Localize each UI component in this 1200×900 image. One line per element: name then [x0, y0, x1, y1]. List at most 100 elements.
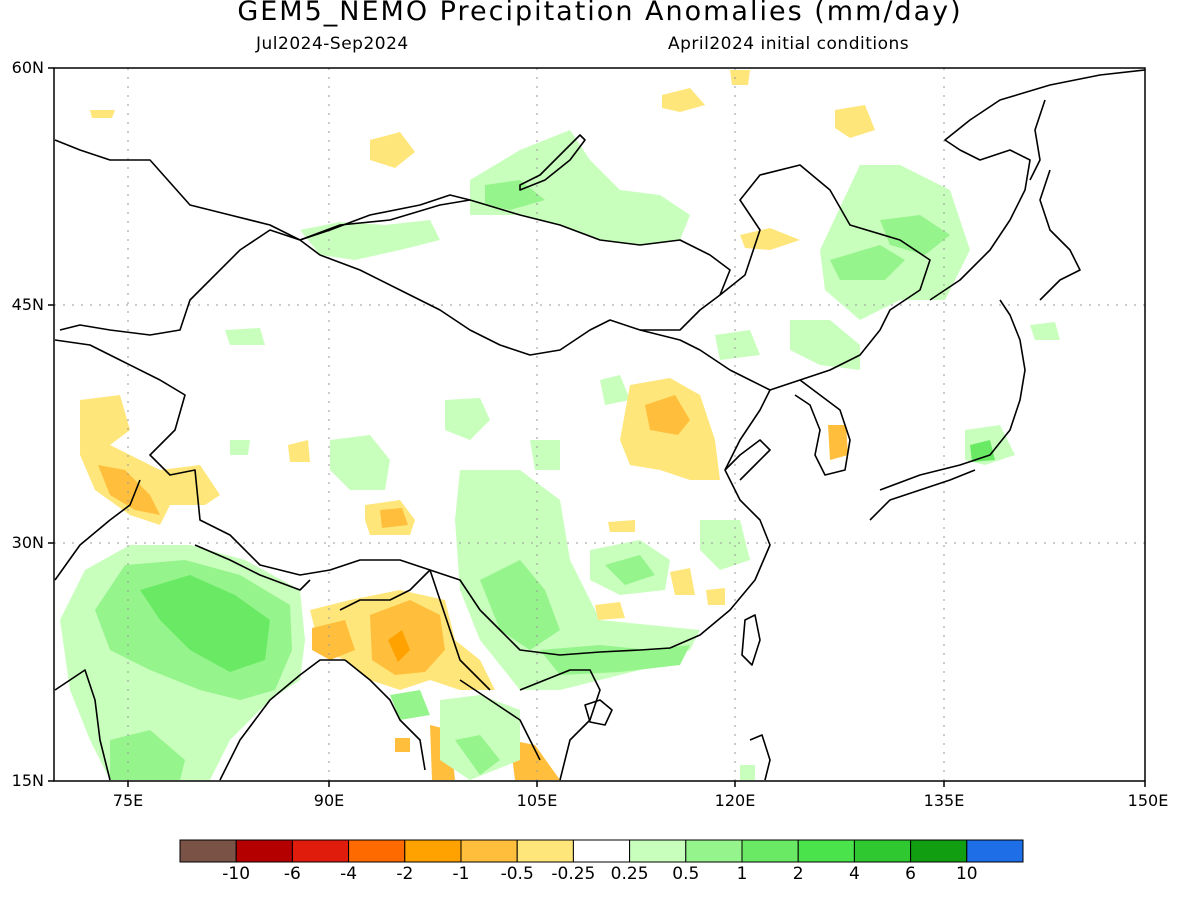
- coastlines-borders: [54, 69, 1145, 781]
- india-coast: [54, 669, 111, 781]
- anomaly-mongolia-west-wet: [300, 220, 440, 260]
- anomaly-siberia-dry-2: [370, 132, 415, 168]
- lat-label-15n: 15N: [11, 771, 44, 790]
- colorbar-label: 1: [736, 864, 748, 884]
- anomaly-qinghai-wet: [445, 398, 490, 440]
- anomaly-north-china-dry-core: [645, 395, 690, 435]
- anomaly-thailand-wet-mid: [455, 735, 500, 775]
- anomaly-dry-small-5: [706, 588, 725, 605]
- colorbar-swatch: [629, 839, 687, 863]
- anomaly-west-wet: [225, 328, 265, 345]
- anomaly-dry-small-3: [670, 568, 695, 595]
- colorbar-swatch: [685, 839, 743, 863]
- anomaly-small-dry: [395, 738, 410, 752]
- anomaly-siberia-dry: [662, 88, 705, 112]
- anomaly-indochina-dry-east: [510, 740, 560, 780]
- colorbar-label: -0.25: [551, 864, 596, 884]
- india-east-coast: [219, 659, 345, 781]
- anomaly-dry-small-4: [595, 602, 625, 620]
- colorbar-swatch: [404, 839, 462, 863]
- anomaly-korea-dry: [828, 425, 848, 460]
- anomaly-se-asia-wet-mid: [480, 560, 560, 650]
- anomaly-bangladesh-dry: [312, 620, 355, 660]
- luzon-coast: [749, 734, 771, 781]
- laos-border: [459, 679, 541, 761]
- shandong-coast: [724, 439, 771, 481]
- hokkaido-coast: [1039, 169, 1081, 301]
- anomaly-myanmar-dry-peak: [388, 630, 410, 662]
- manchuria-border: [719, 164, 931, 391]
- anomaly-liaoning-wet: [790, 320, 860, 370]
- colorbar-swatch: [348, 839, 406, 863]
- colorbar: [179, 839, 1024, 863]
- kazakhstan-border: [54, 139, 301, 241]
- indochina-coast: [519, 669, 601, 781]
- anomaly-india-wet-south: [110, 730, 185, 780]
- anomaly-japan-north-wet: [1030, 322, 1060, 340]
- china-border: [54, 229, 771, 656]
- anomaly-east-china-wet: [700, 520, 750, 570]
- anomaly-hebei-wet: [715, 330, 760, 360]
- colorbar-swatch: [741, 839, 799, 863]
- colorbar-swatch: [460, 839, 518, 863]
- lon-label-90e: 90E: [313, 791, 345, 810]
- anomaly-manchuria-wet-east: [880, 215, 950, 255]
- colorbar-label: 10: [955, 864, 978, 884]
- graticule: [54, 68, 1145, 781]
- russia-north-border: [299, 194, 471, 241]
- anomaly-dry-north-small: [730, 70, 750, 85]
- lake-baikal: [519, 134, 586, 191]
- anomaly-himalaya-dry-core: [98, 465, 160, 515]
- russia-pacific-coast: [929, 69, 1145, 301]
- anomaly-japan-wet-core: [970, 440, 995, 462]
- colorbar-swatch: [572, 839, 631, 863]
- map-title: GEM5_NEMO Precipitation Anomalies (mm/da…: [237, 0, 963, 27]
- lon-label-120e: 120E: [714, 791, 756, 810]
- lat-label-45n: 45N: [11, 295, 44, 314]
- anomaly-tibet-wet: [330, 435, 390, 490]
- anomaly-gansu-wet: [530, 440, 560, 470]
- colorbar-label: -0.5: [500, 864, 534, 884]
- colorbar-label: 0.25: [610, 864, 649, 884]
- mongolia-border: [299, 199, 731, 331]
- anomaly-wet-small-2: [600, 375, 630, 405]
- colorbar-swatch: [910, 839, 968, 863]
- anomaly-manchuria-wet-mid: [830, 245, 905, 280]
- colorbar-label: 0.5: [672, 864, 700, 884]
- lon-label-135e: 135E: [923, 791, 965, 810]
- colorbar-swatch: [235, 839, 293, 863]
- korea-coast: [794, 379, 851, 476]
- anomaly-dry-small: [288, 440, 310, 462]
- sakhalin-coast: [1029, 99, 1046, 181]
- anomaly-inner-mongolia-dry: [740, 228, 800, 250]
- japan-coast: [879, 299, 1026, 491]
- map-frame: [53, 67, 1146, 782]
- taiwan-coast: [741, 614, 761, 666]
- colorbar-label: -2: [396, 864, 414, 884]
- anomaly-siberia-dry-3: [835, 105, 875, 138]
- anomaly-sichuan-dry-core: [380, 508, 408, 528]
- colorbar-swatch: [797, 839, 855, 863]
- colorbar-swatch: [179, 839, 237, 863]
- colorbar-swatch: [853, 839, 912, 863]
- forecast-period: Jul2024-Sep2024: [256, 34, 409, 54]
- myanmar-coast: [344, 659, 426, 771]
- colorbar-swatch: [516, 839, 574, 863]
- axis-ticks: [48, 67, 1146, 787]
- initial-conditions: April2024 initial conditions: [668, 34, 910, 54]
- anomaly-central-wet-core: [605, 555, 655, 585]
- japan-coast-south: [869, 469, 976, 521]
- lon-label-150e: 150E: [1127, 791, 1169, 810]
- colorbar-label: 6: [905, 864, 916, 884]
- anomaly-taiwan-wet: [740, 765, 755, 780]
- colorbar-label: 4: [848, 864, 860, 884]
- myanmar-border: [339, 569, 491, 691]
- anomaly-south-china-wet: [540, 645, 690, 675]
- colorbar-label: -4: [340, 864, 358, 884]
- colorbar-label: 2: [792, 864, 804, 884]
- anomaly-myanmar-south-wet: [390, 690, 430, 720]
- nepal-border: [194, 544, 311, 591]
- colorbar-label: -10: [222, 864, 251, 884]
- anomaly-dry-small-2: [608, 520, 635, 532]
